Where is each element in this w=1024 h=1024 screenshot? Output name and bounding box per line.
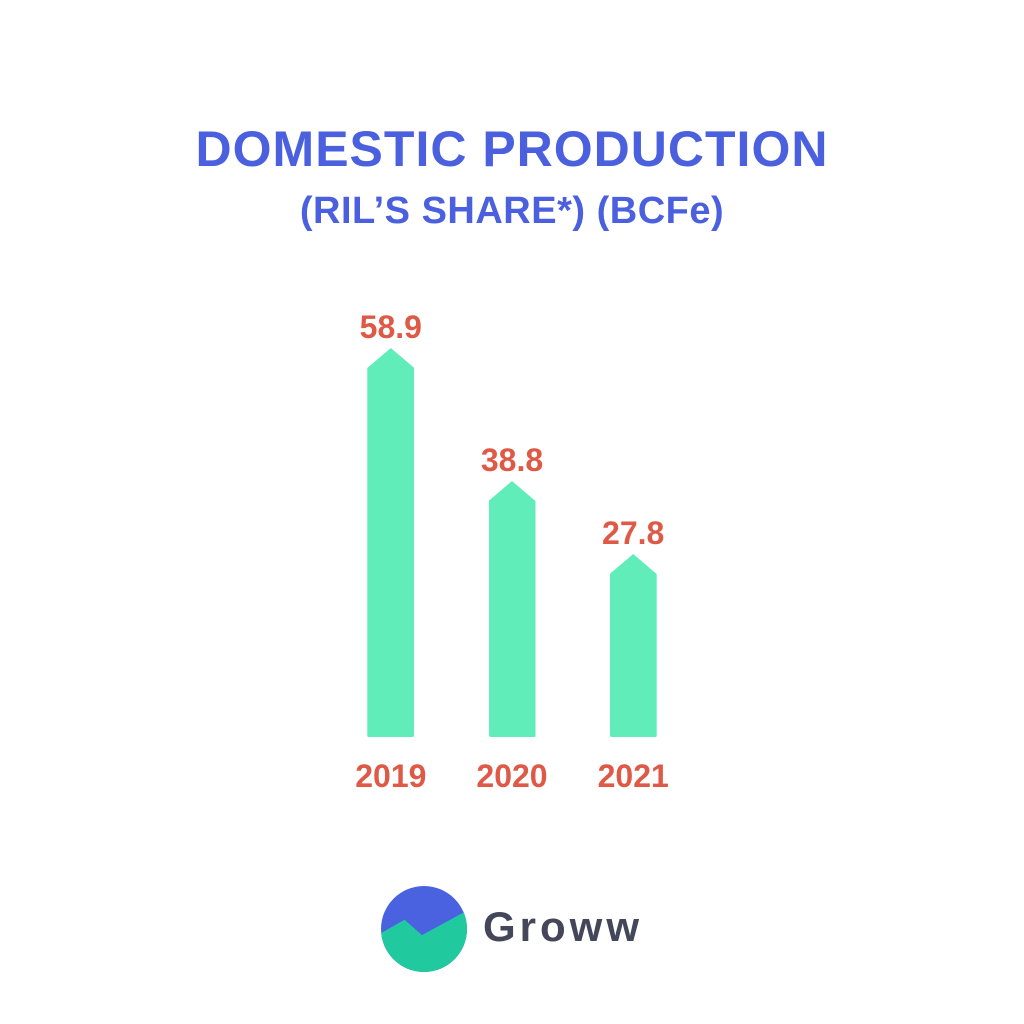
- chart-header: DOMESTIC PRODUCTION (RIL’S SHARE*) (BCFe…: [0, 124, 1024, 230]
- bar-group-2019: 58.9 2019: [355, 311, 426, 792]
- chart-subtitle: (RIL’S SHARE*) (BCFe): [299, 190, 725, 232]
- bar: [367, 348, 415, 737]
- chart-title: DOMESTIC PRODUCTION: [195, 121, 829, 177]
- brand-footer: Groww: [0, 886, 1024, 972]
- bar-category-label: 2019: [355, 758, 427, 794]
- bar: [488, 481, 536, 737]
- brand-name: Groww: [482, 903, 643, 950]
- bar-value-label: 38.8: [480, 442, 544, 478]
- logo-chart-green: [380, 910, 467, 972]
- bar-chart: 58.9 2019 38.8 2020 27.8 2021: [0, 311, 1024, 792]
- bar-category-label: 2020: [476, 758, 548, 794]
- bar-category-label: 2021: [597, 758, 669, 794]
- bar-value-label: 58.9: [359, 309, 422, 345]
- bar-value-label: 27.8: [602, 515, 665, 551]
- bar: [609, 554, 657, 737]
- groww-logo-icon: [380, 886, 467, 972]
- bar-group-2021: 27.8 2021: [598, 517, 669, 792]
- bar-group-2020: 38.8 2020: [476, 444, 547, 792]
